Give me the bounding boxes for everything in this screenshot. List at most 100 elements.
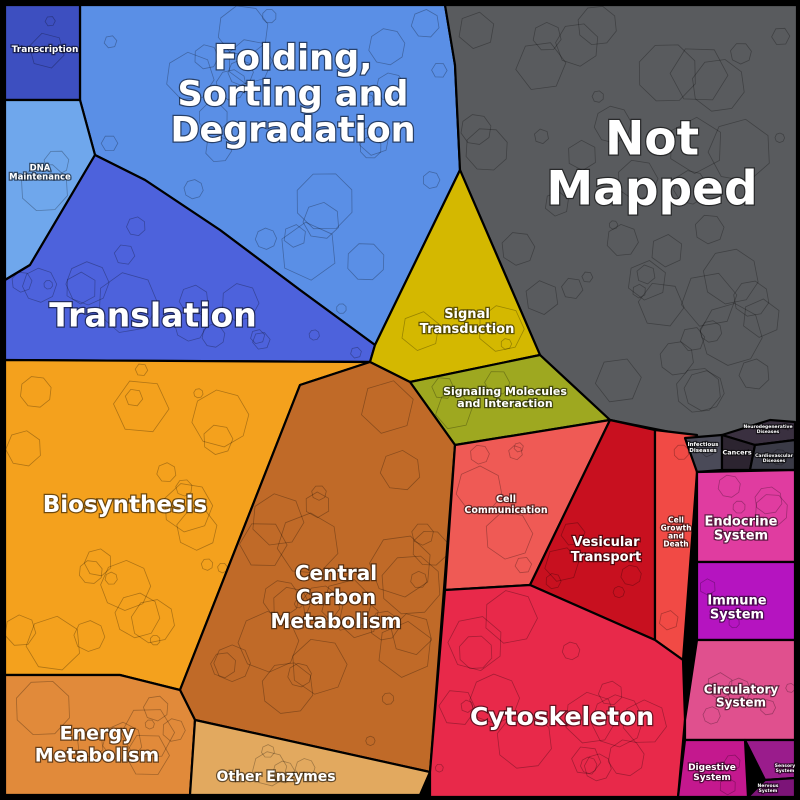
cell-biosynthesis-subcell — [20, 376, 52, 408]
cell-not-mapped-subcell — [501, 232, 536, 266]
cell-central-carbon-metabolism-label: Central Carbon Metabolism — [270, 561, 401, 633]
cell-digestive-system-label: Digestive System — [688, 763, 736, 783]
cell-folding-sorting-degradation-subcell — [205, 135, 233, 163]
cell-folding-sorting-degradation-subcell — [217, 5, 269, 56]
cell-central-carbon-metabolism-subcell — [302, 585, 340, 624]
cell-cancers-label: Cancers — [722, 448, 751, 456]
cell-not-mapped-subcell — [699, 302, 763, 366]
cell-cytoskeleton-subcell — [597, 680, 623, 706]
cell-folding-sorting-degradation-subcell — [283, 224, 306, 248]
cell-not-mapped-subcell — [692, 59, 745, 112]
cell-cell-communication-subcell — [513, 442, 524, 453]
cell-central-carbon-metabolism-subcell — [276, 512, 339, 574]
cell-folding-sorting-degradation-subcell — [302, 201, 340, 239]
cell-other-enzymes-subcell — [252, 751, 288, 787]
cell-folding-sorting-degradation-subcell — [254, 227, 278, 250]
cell-folding-sorting-degradation-subcell — [198, 103, 228, 132]
cell-central-carbon-metabolism-subcell — [381, 555, 441, 615]
cell-energy-metabolism-label: Energy Metabolism — [35, 723, 159, 767]
cell-not-mapped-subcell — [637, 282, 685, 327]
cell-folding-sorting-degradation-subcell — [281, 221, 336, 281]
cell-not-mapped-subcell — [702, 248, 759, 305]
cell-digestive-system-subcell — [719, 777, 736, 796]
cell-other-enzymes-subcell — [294, 758, 316, 779]
cell-translation-subcell — [250, 329, 266, 345]
cell-translation-subcell — [66, 271, 96, 305]
cell-folding-sorting-degradation-label: Folding, Sorting and Degradation — [170, 38, 415, 150]
cell-central-carbon-metabolism-subcell — [410, 570, 428, 588]
cell-cytoskeleton-subcell — [459, 635, 493, 669]
cell-folding-sorting-degradation-subcell — [375, 72, 406, 103]
cell-nervous-system-label: Nervous System — [758, 783, 779, 794]
cell-translation-subcell — [178, 284, 209, 315]
cell-dna-maintenance-label: DNA Maintenance — [9, 164, 71, 183]
cell-central-carbon-metabolism-subcell — [305, 491, 330, 519]
cell-translation-subcell — [201, 324, 226, 348]
cell-signaling-molecules-subcell — [484, 371, 511, 395]
cell-digestive-system-subcell — [723, 754, 741, 772]
cell-transcription-subcell — [28, 32, 65, 69]
cell-dna-maintenance-subcell — [43, 150, 70, 176]
cell-cell-growth-and-death-subcell — [673, 444, 689, 460]
cell-central-carbon-metabolism-subcell — [252, 493, 305, 546]
cell-endocrine-system-label: Endocrine System — [704, 515, 777, 544]
cell-not-mapped-subcell — [774, 132, 786, 144]
cell-cytoskeleton-subcell — [561, 641, 581, 661]
cell-not-mapped-subcell — [659, 341, 694, 376]
cell-folding-sorting-degradation-subcell — [183, 179, 204, 200]
cell-not-mapped-subcell — [555, 23, 599, 67]
cell-vesicular-transport-subcell — [544, 547, 580, 582]
cell-sensory-system-label: Sensory System — [775, 763, 795, 774]
cell-central-carbon-metabolism-subcell — [361, 380, 414, 434]
cell-central-carbon-metabolism-subcell — [239, 523, 288, 566]
cell-central-carbon-metabolism-subcell — [390, 613, 433, 656]
cell-central-carbon-metabolism-subcell — [311, 485, 327, 501]
cell-biosynthesis-subcell — [73, 620, 106, 652]
cell-folding-sorting-degradation-subcell — [359, 137, 382, 159]
cell-not-mapped-subcell — [460, 114, 492, 145]
cell-cytoskeleton-subcell — [469, 673, 521, 725]
cell-not-mapped-subcell — [707, 118, 770, 182]
cell-infectious-diseases-label: Infectious Diseases — [688, 442, 720, 454]
cell-central-carbon-metabolism-subcell — [273, 586, 311, 625]
cell-circulatory-system-subcell — [702, 706, 721, 725]
cell-central-carbon-metabolism-subcell — [262, 580, 300, 617]
cell-energy-metabolism-subcell — [124, 735, 170, 775]
cell-folding-sorting-degradation-subcell — [227, 59, 254, 86]
cell-central-carbon-metabolism-subcell — [210, 652, 236, 679]
cell-translation-subcell — [65, 261, 110, 306]
cell-not-mapped-subcell — [676, 368, 721, 413]
cell-endocrine-system-subcell — [732, 500, 746, 514]
cell-not-mapped-subcell — [593, 105, 632, 144]
cell-circulatory-system-subcell — [707, 672, 733, 701]
cell-signal-transduction-label: Signal Transduction — [420, 307, 515, 337]
cell-not-mapped-subcell — [532, 21, 562, 51]
cell-energy-metabolism-subcell — [142, 695, 169, 722]
cell-signaling-molecules-subcell — [435, 392, 473, 430]
cell-energy-metabolism-subcell — [162, 718, 186, 742]
cell-biosynthesis-subcell — [83, 548, 112, 577]
cell-not-mapped-subcell — [771, 27, 791, 45]
cell-not-mapped-subcell — [594, 358, 642, 403]
cell-cardiovascular-diseases-label: Cardiovascular Diseases — [755, 453, 794, 464]
cell-central-carbon-metabolism-subcell — [369, 610, 400, 641]
cell-folding-sorting-degradation-subcell — [364, 94, 374, 104]
cell-not-mapped-subcell — [608, 220, 619, 230]
cell-central-carbon-metabolism-subcell — [412, 530, 448, 566]
cell-not-mapped-subcell — [733, 280, 770, 317]
cell-energy-metabolism-subcell — [102, 721, 143, 761]
cell-not-mapped-subcell — [465, 128, 508, 171]
cell-endocrine-system-subcell — [755, 494, 788, 527]
cell-not-mapped-subcell — [544, 191, 569, 217]
cell-not-mapped-subcell — [561, 277, 584, 299]
cell-not-mapped-subcell — [651, 234, 683, 268]
cell-translation-subcell — [22, 267, 58, 303]
cell-central-carbon-metabolism-subcell — [365, 735, 376, 747]
cell-not-mapped-subcell — [525, 280, 559, 315]
cell-cytoskeleton-subcell — [434, 764, 444, 773]
cell-translation-subcell — [174, 309, 207, 342]
cell-not-mapped-subcell — [627, 260, 666, 301]
cell-folding-sorting-degradation-subcell — [215, 69, 247, 101]
cell-not-mapped-subcell — [568, 139, 596, 171]
cell-cytoskeleton-subcell — [590, 694, 644, 748]
